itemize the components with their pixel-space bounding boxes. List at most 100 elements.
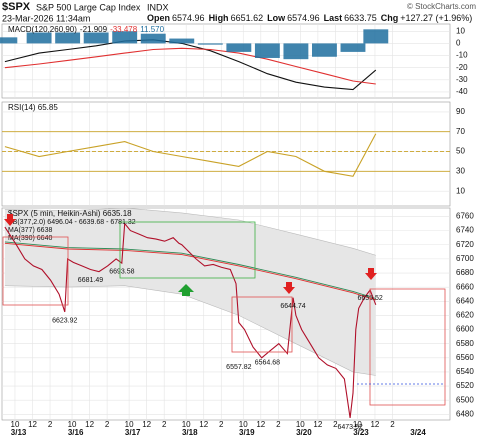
- overlay-line: [4, 207, 376, 256]
- y-tick-label: 6580: [456, 339, 474, 348]
- date-label: 3/24: [410, 428, 426, 437]
- y-tick-label: 10: [456, 26, 465, 35]
- date-label: 3/20: [296, 428, 312, 437]
- x-tick-label: 10: [11, 420, 20, 429]
- series-line: [4, 47, 376, 85]
- y-tick-label: -10: [456, 51, 468, 60]
- y-tick-label: 6760: [456, 212, 474, 221]
- panel-title-text: $SPX (5 min, Heikin-Ashi) 6635.18: [8, 209, 132, 218]
- overlay-line: [4, 285, 376, 376]
- y-tick-label: 50: [456, 147, 465, 156]
- histogram-bar: [283, 43, 309, 60]
- series-line: [4, 133, 377, 177]
- quote-label: Low: [267, 13, 286, 23]
- x-tick-label: 2: [333, 420, 338, 429]
- quote-value: 6574.96: [172, 13, 205, 23]
- x-tick-label: 2: [390, 420, 395, 429]
- x-tick-label: 2: [105, 420, 110, 429]
- panel-title: MACD(120,260,90) -21.909 -33.478 11.570: [8, 25, 165, 34]
- histogram-bar: [140, 33, 166, 44]
- x-tick-label: 12: [256, 420, 265, 429]
- y-tick-label: 10: [456, 186, 465, 195]
- x-tick-label: 10: [296, 420, 305, 429]
- histogram-bar: [197, 43, 223, 45]
- histogram-bar: [112, 31, 138, 44]
- histogram-bar: [254, 43, 280, 58]
- quote-value: 6651.62: [231, 13, 264, 23]
- copyright: © StockCharts.com: [407, 2, 476, 11]
- price-annotation: 6564.68: [255, 359, 280, 366]
- range-box: [119, 221, 256, 279]
- x-tick-label: 2: [276, 420, 281, 429]
- x-tick-label: 10: [68, 420, 77, 429]
- y-tick-label: 6480: [456, 409, 474, 418]
- overlay-line: [4, 242, 376, 301]
- y-tick-label: 0: [456, 39, 461, 48]
- histogram-bar: [312, 43, 337, 57]
- y-tick-label: 6500: [456, 395, 474, 404]
- y-tick-label: 90: [456, 107, 465, 116]
- x-tick-label: 10: [182, 420, 191, 429]
- quote-label: Chg: [381, 13, 399, 23]
- quote-label: Open: [147, 13, 170, 23]
- price-annotation: 6557.82: [226, 364, 251, 371]
- y-tick-label: 6520: [456, 381, 474, 390]
- date: 23-Mar-2026 11:34am: [2, 13, 90, 23]
- legend-entry: MA(377) 6638: [8, 227, 52, 234]
- x-tick-label: 12: [142, 420, 151, 429]
- panel-title-text: MACD(120,260,90): [8, 25, 77, 34]
- price-annotation: 6644.74: [280, 303, 305, 310]
- y-tick-label: 6640: [456, 296, 474, 305]
- y-tick-label: 30: [456, 166, 465, 175]
- date-label: 3/17: [125, 428, 141, 437]
- annotation-shapes: [2, 214, 446, 406]
- y-tick-label: 6660: [456, 282, 474, 291]
- quote-value: 6633.75: [344, 13, 377, 23]
- y-tick-label: -30: [456, 75, 468, 84]
- legend-entry: 11.570: [140, 25, 164, 34]
- series-line: [4, 39, 377, 91]
- histogram-bar: [363, 29, 389, 44]
- y-tick-label: 6600: [456, 325, 474, 334]
- range-box: [369, 288, 446, 406]
- y-tick-label: 6700: [456, 254, 474, 263]
- y-tick-label: 6680: [456, 268, 474, 277]
- range-box: [2, 236, 69, 306]
- range-box: [231, 296, 293, 353]
- series-line: [4, 222, 377, 418]
- x-tick-label: 10: [239, 420, 248, 429]
- quote-label: Last: [324, 13, 343, 23]
- y-tick-label: 6560: [456, 353, 474, 362]
- y-tick-label: 6540: [456, 367, 474, 376]
- x-tick-label: 2: [162, 420, 167, 429]
- histogram-bar: [340, 43, 366, 52]
- x-tick-label: 2: [219, 420, 224, 429]
- date-label: 3/13: [11, 428, 27, 437]
- price-annotation: 6693.58: [109, 268, 134, 275]
- date-label: 3/23: [353, 428, 369, 437]
- y-tick-label: -20: [456, 63, 468, 72]
- x-tick-label: 12: [85, 420, 94, 429]
- x-tick-label: 12: [199, 420, 208, 429]
- quote: Open 6574.96 High 6651.62 Low 6574.96 Last 6633…: [147, 13, 472, 23]
- price-annotation: 6473.52: [337, 424, 362, 431]
- down-arrow: [4, 214, 16, 226]
- y-tick-label: 6620: [456, 311, 474, 320]
- macd-panel: [1, 23, 451, 99]
- up-arrow: [178, 284, 194, 296]
- price-annotation: 6681.49: [78, 277, 103, 284]
- x-tick-label: 12: [28, 420, 37, 429]
- panel-title: RSI(14) 65.85: [8, 103, 58, 112]
- histogram-bar: [83, 32, 109, 44]
- quote-value: +127.27 (+1.96%): [400, 13, 472, 23]
- quote-value: 6574.96: [287, 13, 320, 23]
- x-tick-label: 10: [125, 420, 134, 429]
- legend-entry: MA(390) 6640: [8, 235, 52, 242]
- y-tick-label: 6740: [456, 226, 474, 235]
- legend-entry: -21.909: [80, 25, 108, 34]
- histogram-bar: [26, 32, 52, 44]
- date-label: 3/18: [182, 428, 198, 437]
- exchange: INDX: [147, 2, 169, 12]
- y-tick-label: 70: [456, 127, 465, 136]
